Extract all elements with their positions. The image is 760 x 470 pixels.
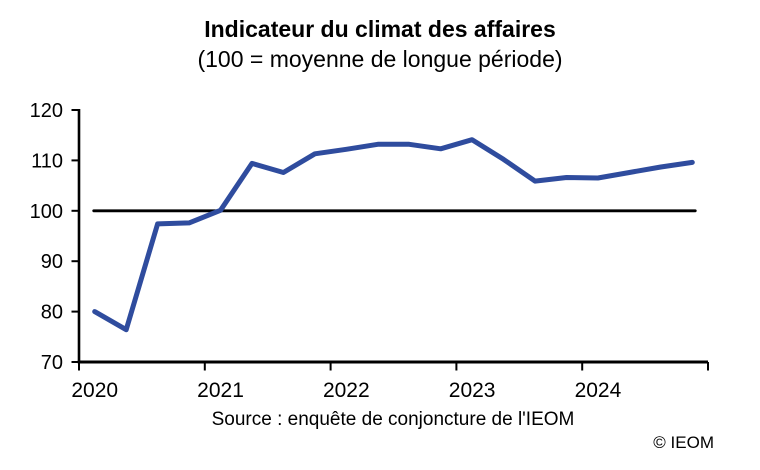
source-note: Source : enquête de conjoncture de l'IEO… bbox=[211, 409, 575, 430]
x-axis-tick-label: 2023 bbox=[449, 379, 496, 402]
y-axis-tick-label: 80 bbox=[41, 302, 63, 324]
y-axis-tick-label: 120 bbox=[30, 100, 63, 122]
x-axis-tick-label: 2021 bbox=[197, 379, 244, 402]
y-axis-tick-label: 70 bbox=[41, 352, 63, 374]
chart-subtitle: (100 = moyenne de longue période) bbox=[197, 46, 563, 72]
business-climate-line bbox=[92, 137, 695, 333]
x-axis-tick-label: 2024 bbox=[575, 379, 622, 402]
y-axis-tick-label: 100 bbox=[30, 201, 63, 223]
copyright-note: © IEOM bbox=[653, 433, 714, 452]
x-axis-tick-label: 2020 bbox=[71, 379, 118, 402]
y-axis-tick-label: 110 bbox=[31, 150, 63, 172]
x-axis-tick-label: 2022 bbox=[323, 379, 370, 402]
y-axis-tick-label: 90 bbox=[41, 251, 63, 273]
chart-title: Indicateur du climat des affaires bbox=[204, 16, 556, 42]
